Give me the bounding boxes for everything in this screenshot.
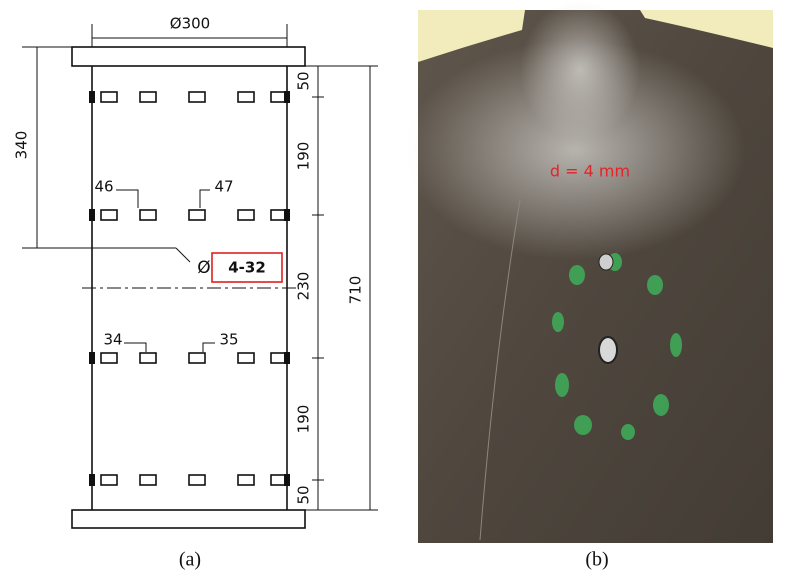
sensor bbox=[189, 210, 205, 220]
dimension-label: Ø300 bbox=[170, 15, 210, 33]
sensor-label: 34 bbox=[103, 331, 122, 349]
sensor-label: 35 bbox=[219, 331, 238, 349]
sensor bbox=[140, 92, 156, 102]
sensor bbox=[101, 475, 117, 485]
dimension-label: 190 bbox=[295, 405, 313, 434]
leader bbox=[124, 343, 146, 352]
sensor bbox=[189, 353, 205, 363]
hole-spec: 4-32 bbox=[228, 259, 266, 277]
edge-marker bbox=[89, 474, 95, 486]
sensor bbox=[238, 353, 254, 363]
caption: (b) bbox=[585, 549, 608, 571]
fabric-sheen bbox=[520, 0, 640, 140]
edge-marker bbox=[89, 352, 95, 364]
sensor bbox=[101, 92, 117, 102]
sensor bbox=[238, 475, 254, 485]
bottom-plate bbox=[72, 510, 305, 528]
dimension-label: 710 bbox=[347, 276, 365, 305]
caption: (a) bbox=[179, 549, 201, 571]
annotation: d = 4 mm bbox=[550, 162, 630, 181]
dimension-label: 50 bbox=[295, 71, 313, 90]
leader bbox=[203, 343, 215, 352]
sensor bbox=[101, 353, 117, 363]
sensor-label: 47 bbox=[214, 178, 233, 196]
edge-marker bbox=[89, 209, 95, 221]
sensor bbox=[140, 210, 156, 220]
sensor bbox=[238, 210, 254, 220]
figure: Ø300 340 710 50 190 230 190 50 46 47 34 … bbox=[0, 0, 787, 577]
sensor bbox=[101, 210, 117, 220]
dimension-label: 340 bbox=[13, 131, 31, 160]
sensor bbox=[238, 92, 254, 102]
leader bbox=[116, 190, 138, 208]
dimension-label: 190 bbox=[295, 142, 313, 171]
leader bbox=[176, 248, 190, 262]
hole bbox=[599, 337, 617, 363]
sensor bbox=[189, 92, 205, 102]
sensor bbox=[140, 353, 156, 363]
leader bbox=[200, 190, 210, 208]
sensor bbox=[140, 475, 156, 485]
photo-b: d = 4 mm (b) bbox=[405, 0, 773, 571]
sensor-label: 46 bbox=[94, 178, 113, 196]
edge-marker bbox=[89, 91, 95, 103]
hole bbox=[599, 254, 613, 270]
hole-symbol: Ø bbox=[197, 258, 210, 278]
dimension-label: 50 bbox=[295, 485, 313, 504]
sensor bbox=[189, 475, 205, 485]
dimension-label: 230 bbox=[295, 272, 313, 301]
top-plate bbox=[72, 47, 305, 66]
drawing-a: Ø300 340 710 50 190 230 190 50 46 47 34 … bbox=[13, 15, 379, 571]
